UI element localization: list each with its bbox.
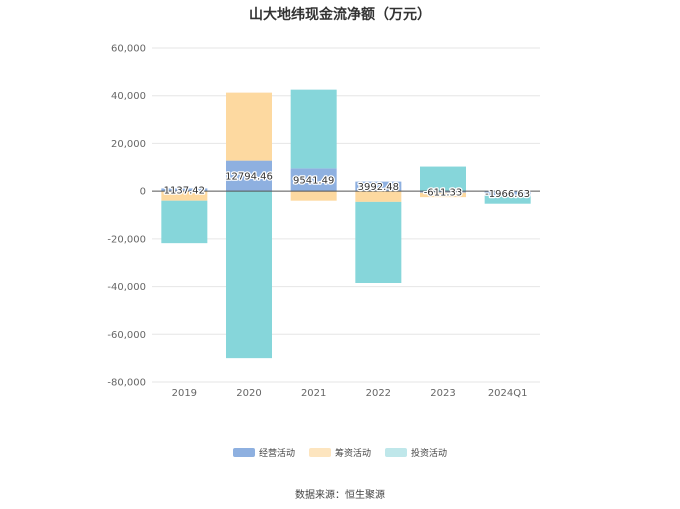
data-source: 数据来源：恒生聚源 xyxy=(295,490,385,501)
x-tick-label: 2023 xyxy=(430,388,455,399)
legend-swatch-investing xyxy=(385,448,407,457)
legend-item-operating[interactable]: 经营活动 xyxy=(232,446,295,459)
data-label-operating: 3992.48 xyxy=(358,182,399,193)
legend-item-investing[interactable]: 投资活动 xyxy=(385,446,447,459)
chart-canvas: 60,000 40,000 20,000 0 -20,000 -40,000 -60,000… xyxy=(107,44,540,399)
legend-item-financing[interactable]: 筹资活动 xyxy=(308,446,371,459)
legend-label-operating: 经营活动 xyxy=(258,449,295,459)
data-label-operating: 9541.49 xyxy=(293,175,334,186)
y-tick-label: -60,000 xyxy=(107,330,146,341)
bar-operating-2023 xyxy=(420,191,466,193)
bar-investing-2019 xyxy=(161,200,208,244)
bar-operating-2021 xyxy=(290,168,337,192)
bar-financing-2022 xyxy=(355,191,402,202)
y-tick-label: 60,000 xyxy=(111,44,146,55)
x-tick-label: 2021 xyxy=(301,388,326,399)
x-tick-label: 2024Q1 xyxy=(488,388,528,399)
bar-financing-2023 xyxy=(420,192,466,198)
bar-investing-2024Q1 xyxy=(484,195,531,204)
data-label-operating: 12794.46 xyxy=(225,171,273,182)
bar-operating-2019 xyxy=(161,188,208,192)
y-tick-label: -40,000 xyxy=(107,282,146,293)
y-tick-label: -80,000 xyxy=(107,378,146,389)
bar-operating-2022 xyxy=(355,181,402,192)
y-tick-label: 20,000 xyxy=(111,139,146,150)
x-tick-label: 2022 xyxy=(366,388,391,399)
bar-financing-2021 xyxy=(290,191,337,201)
y-tick-label: -20,000 xyxy=(107,234,146,245)
bar-financing-2019 xyxy=(161,191,208,201)
data-label-operating: -611.33 xyxy=(424,187,463,198)
bar-operating-2020 xyxy=(226,160,272,192)
y-tick-label: 0 xyxy=(140,187,146,198)
bar-operating-2024Q1 xyxy=(484,191,531,196)
bar-financing-2020 xyxy=(226,92,272,161)
bar-investing-2021 xyxy=(290,89,337,169)
chart-title: 山大地纬现金流净额（万元） xyxy=(249,7,431,23)
legend-label-financing: 筹资活动 xyxy=(334,449,371,459)
bar-investing-2020 xyxy=(226,191,272,359)
legend-swatch-financing xyxy=(308,448,331,457)
bar-investing-2023 xyxy=(420,166,466,192)
x-tick-label: 2020 xyxy=(236,388,261,399)
x-tick-label: 2019 xyxy=(172,388,197,399)
data-label-operating: 1137.42 xyxy=(164,185,205,196)
legend: 经营活动 筹资活动 投资活动 xyxy=(0,446,680,459)
legend-label-investing: 投资活动 xyxy=(411,449,448,459)
data-label-operating: -1966.63 xyxy=(485,189,530,200)
y-tick-label: 40,000 xyxy=(111,91,146,102)
legend-swatch-operating xyxy=(232,448,255,457)
bar-investing-2022 xyxy=(355,201,402,283)
